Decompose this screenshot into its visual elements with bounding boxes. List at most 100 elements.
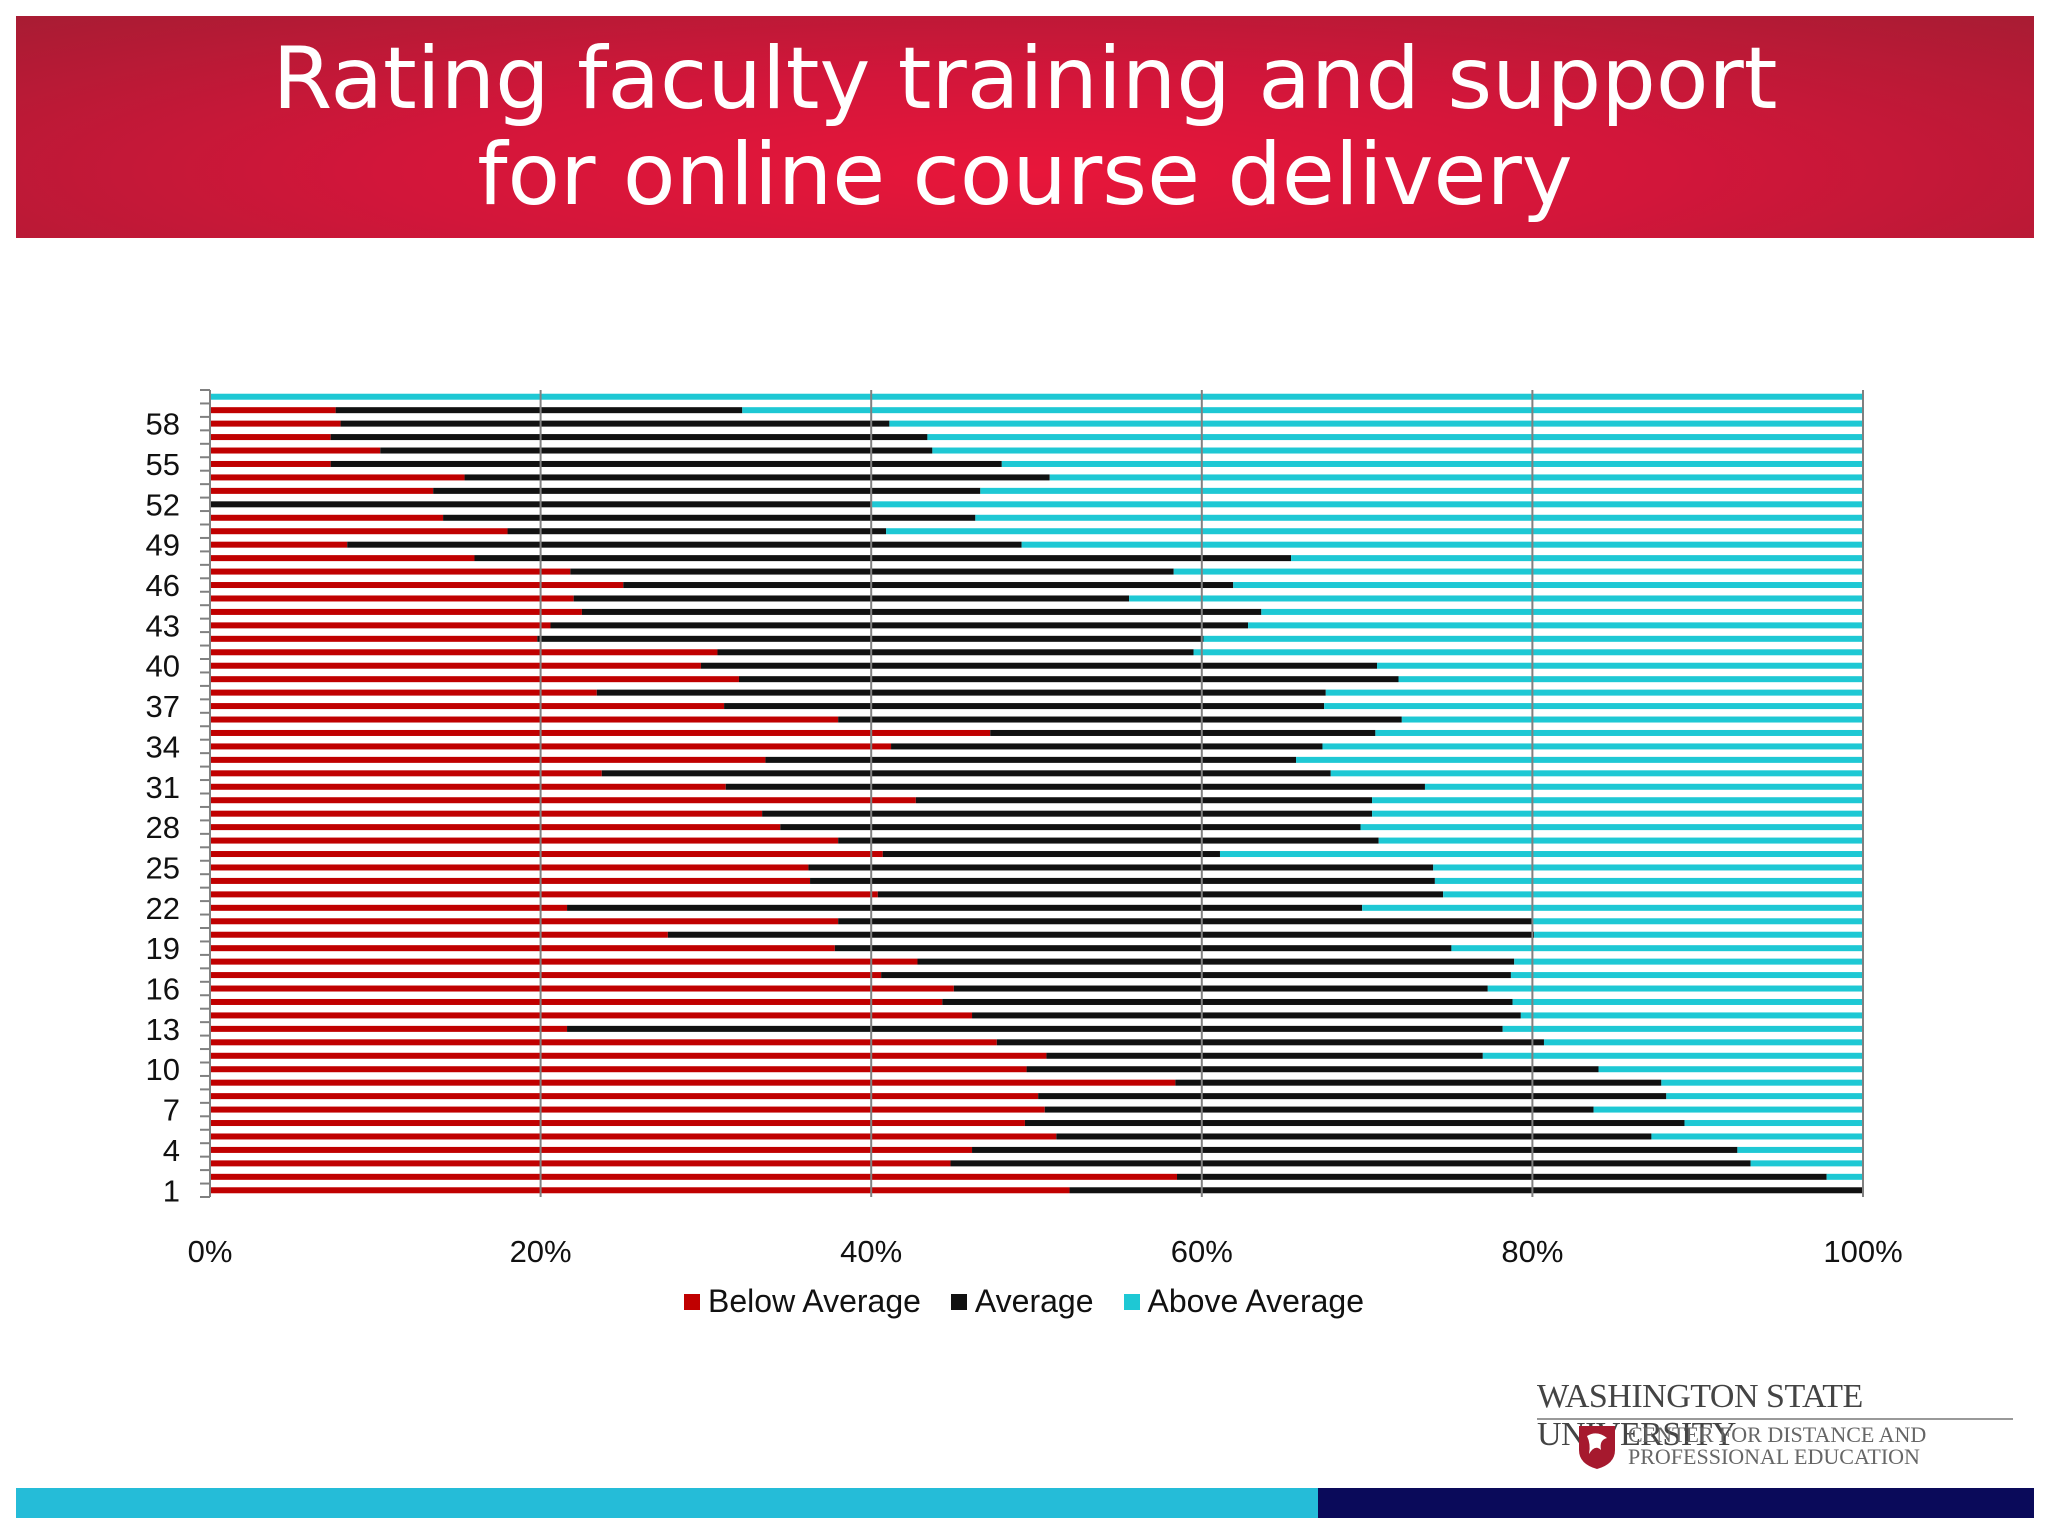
bar-segment-below-average-59	[210, 407, 336, 414]
legend-label: Average	[974, 1283, 1094, 1319]
bar-segment-above-average-57	[927, 434, 1863, 441]
bar-segment-average-59	[335, 407, 743, 414]
bar-segment-above-average-53	[980, 487, 1863, 494]
bar-segment-average-38	[596, 689, 1326, 696]
bar-segment-below-average-11	[210, 1052, 1047, 1059]
bar-segment-average-18	[917, 958, 1515, 965]
bar-segment-average-21	[838, 918, 1533, 925]
bar-segment-average-8	[1038, 1093, 1667, 1100]
y-tick-label-52: 52	[146, 487, 180, 522]
bar-segment-above-average-26	[1219, 851, 1863, 858]
bar-segment-above-average-37	[1324, 703, 1863, 710]
bar-segment-average-51	[443, 514, 976, 521]
bar-segment-above-average-32	[1330, 770, 1863, 777]
bar-segment-above-average-59	[742, 407, 1863, 414]
legend-item-average: Average	[950, 1283, 1094, 1320]
bar-segment-average-23	[877, 891, 1444, 898]
bar-segment-above-average-7	[1593, 1106, 1863, 1113]
bar-segment-below-average-54	[210, 474, 465, 481]
bar-segment-below-average-46	[210, 582, 624, 589]
logo-center-line-2: PROFESSIONAL EDUCATION	[1628, 1444, 1920, 1469]
footer-stripe-right	[1318, 1488, 2034, 1518]
y-tick-label-55: 55	[146, 447, 180, 482]
logo-center-line-1: CENTER FOR DISTANCE AND	[1628, 1422, 1927, 1447]
bar-segment-above-average-48	[1291, 555, 1863, 562]
bar-segment-below-average-12	[210, 1039, 997, 1046]
bar-segment-below-average-38	[210, 689, 597, 696]
legend-item-above-average: Above Average	[1123, 1283, 1364, 1320]
bar-segment-above-average-6	[1684, 1120, 1863, 1127]
bar-segment-average-49	[347, 541, 1022, 548]
bar-segment-below-average-36	[210, 716, 839, 723]
bar-segment-average-24	[810, 877, 1435, 884]
bar-segment-average-48	[474, 555, 1292, 562]
y-tick-label-25: 25	[146, 850, 180, 885]
bar-segment-below-average-29	[210, 810, 763, 817]
bar-segment-below-average-3	[210, 1160, 951, 1167]
bar-segment-above-average-44	[1261, 608, 1863, 615]
bar-segment-above-average-47	[1173, 568, 1863, 575]
bar-segment-below-average-57	[210, 434, 331, 441]
bar-segment-average-3	[950, 1160, 1751, 1167]
bar-segment-below-average-5	[210, 1133, 1057, 1140]
bar-segment-below-average-18	[210, 958, 918, 965]
bar-segment-above-average-35	[1375, 729, 1863, 736]
bar-segment-below-average-39	[210, 676, 739, 683]
bar-segment-below-average-32	[210, 770, 602, 777]
bar-segment-average-36	[838, 716, 1402, 723]
bar-segment-above-average-31	[1424, 783, 1863, 790]
bar-segment-below-average-4	[210, 1146, 973, 1153]
bar-segment-above-average-21	[1532, 918, 1863, 925]
bar-segment-average-43	[550, 622, 1249, 629]
bar-segment-above-average-13	[1502, 1025, 1863, 1032]
bar-segment-below-average-47	[210, 568, 571, 575]
bar-segment-below-average-41	[210, 649, 718, 656]
bar-segment-average-12	[996, 1039, 1544, 1046]
bar-segment-above-average-15	[1512, 998, 1863, 1005]
bar-segment-below-average-2	[210, 1173, 1178, 1180]
bar-segment-above-average-60	[210, 393, 1863, 400]
bar-segment-average-33	[765, 756, 1297, 763]
bar-segment-below-average-40	[210, 662, 701, 669]
y-tick-label-10: 10	[146, 1052, 180, 1087]
bar-segment-average-7	[1044, 1106, 1594, 1113]
logo-university-name: WASHINGTON STATE UNIVERSITY	[1537, 1378, 1863, 1453]
bar-segment-average-35	[990, 729, 1376, 736]
bar-segment-above-average-55	[1001, 460, 1863, 467]
bar-segment-below-average-53	[210, 487, 434, 494]
legend-swatch	[684, 1293, 701, 1310]
bar-segment-below-average-28	[210, 824, 781, 831]
bar-segment-average-11	[1046, 1052, 1483, 1059]
bar-segment-average-28	[780, 824, 1361, 831]
bar-segment-above-average-11	[1482, 1052, 1863, 1059]
y-tick-label-43: 43	[146, 608, 180, 643]
bar-segment-above-average-20	[1534, 931, 1863, 938]
bar-segment-above-average-8	[1666, 1093, 1863, 1100]
bar-segment-above-average-54	[1049, 474, 1863, 481]
bar-segment-average-50	[507, 528, 887, 535]
bar-segment-average-34	[891, 743, 1323, 750]
bar-segment-above-average-39	[1398, 676, 1863, 683]
title-banner: Rating faculty training and support for …	[16, 16, 2034, 238]
bar-segment-below-average-26	[210, 851, 883, 858]
bar-segment-below-average-55	[210, 460, 331, 467]
bar-segment-average-32	[601, 770, 1331, 777]
bar-segment-above-average-10	[1598, 1066, 1863, 1073]
bar-segment-above-average-27	[1378, 837, 1863, 844]
logo-rule	[1537, 1418, 2013, 1420]
y-tick-label-7: 7	[163, 1093, 180, 1128]
bar-segment-average-1	[1069, 1187, 1863, 1194]
bar-segment-average-55	[330, 460, 1002, 467]
bar-segment-below-average-30	[210, 797, 916, 804]
title-line-2: for online course delivery	[477, 125, 1573, 225]
bar-segment-below-average-22	[210, 904, 568, 911]
stacked-bar-chart: 1 4 7 10 13 16 19 22 25 28 31 34 37 40 43 46 49 52 55 58 0% 2…	[146, 389, 1903, 1269]
bar-segment-above-average-56	[932, 447, 1863, 454]
bar-segment-above-average-12	[1543, 1039, 1863, 1046]
bar-segment-below-average-50	[210, 528, 508, 535]
bar-segment-average-46	[623, 582, 1234, 589]
bar-segment-below-average-8	[210, 1093, 1039, 1100]
bar-segment-average-26	[882, 851, 1220, 858]
y-tick-label-19: 19	[146, 931, 180, 966]
bar-segment-average-29	[762, 810, 1373, 817]
